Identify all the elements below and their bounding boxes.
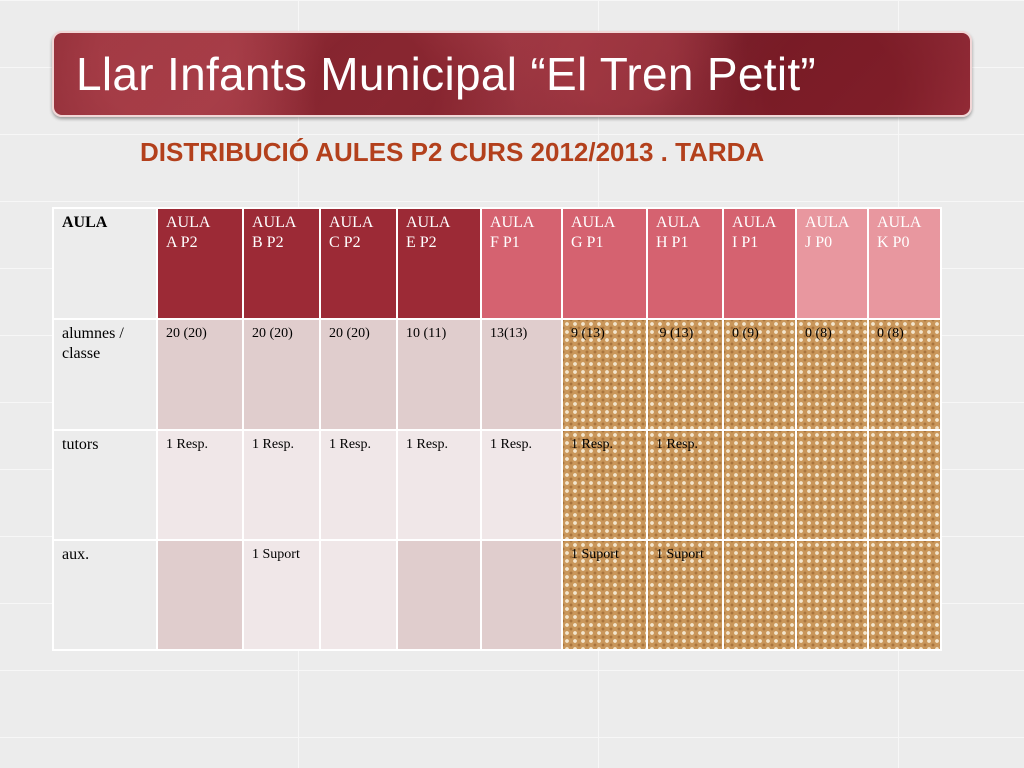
slide-title: Llar Infants Municipal “El Tren Petit” [76,48,817,100]
title-banner: Llar Infants Municipal “El Tren Petit” [52,31,972,117]
table-cell: 1 Resp. [242,429,321,541]
header-aula-e: AULA E P2 [396,207,482,320]
table-cell: 1 Resp. [156,429,244,541]
slide-subtitle: DISTRIBUCIÓ AULES P2 CURS 2012/2013 . TA… [140,137,765,167]
table-row: tutors 1 Resp. 1 Resp. 1 Resp. 1 Resp. 1… [52,429,942,541]
row-label-alumnes: alumnes / classe [52,318,158,431]
table-cell: 1 Suport [561,539,648,651]
header-aula-k: AULA K P0 [867,207,942,320]
table-cell: 0 (8) [795,318,869,431]
table-cell: 10 (11) [396,318,482,431]
corner-label: AULA [52,207,158,320]
table-cell: 1 Suport [646,539,724,651]
table-cell [867,539,942,651]
table-cell: 9 (13) [561,318,648,431]
table-cell: 9 (13) [646,318,724,431]
table-row: alumnes / classe 20 (20) 20 (20) 20 (20)… [52,318,942,431]
row-label-tutors: tutors [52,429,158,541]
table-cell: 1 Resp. [319,429,398,541]
header-row: AULA AULA A P2 AULA B P2 AULA C P2 AULA … [52,207,942,320]
table-cell: 1 Resp. [646,429,724,541]
table-cell: 20 (20) [242,318,321,431]
header-aula-i: AULA I P1 [722,207,797,320]
classroom-table: AULA AULA A P2 AULA B P2 AULA C P2 AULA … [52,207,942,651]
header-aula-c: AULA C P2 [319,207,398,320]
table-cell [722,429,797,541]
table-cell [480,539,563,651]
table-cell [795,539,869,651]
table-cell: 13(13) [480,318,563,431]
header-aula-a: AULA A P2 [156,207,244,320]
table-cell: 1 Resp. [396,429,482,541]
table-cell: 20 (20) [319,318,398,431]
table-cell [156,539,244,651]
table-cell: 20 (20) [156,318,244,431]
table-cell: 0 (8) [867,318,942,431]
header-aula-g: AULA G P1 [561,207,648,320]
header-aula-b: AULA B P2 [242,207,321,320]
table-row: aux. 1 Suport 1 Suport 1 Suport [52,539,942,651]
table-cell: 1 Resp. [561,429,648,541]
table-cell [722,539,797,651]
header-aula-h: AULA H P1 [646,207,724,320]
table-cell: 0 (9) [722,318,797,431]
header-aula-j: AULA J P0 [795,207,869,320]
table-cell: 1 Suport [242,539,321,651]
table-cell: 1 Resp. [480,429,563,541]
table-cell [319,539,398,651]
table-cell [396,539,482,651]
table-cell [795,429,869,541]
row-label-aux: aux. [52,539,158,651]
table-cell [867,429,942,541]
header-aula-f: AULA F P1 [480,207,563,320]
